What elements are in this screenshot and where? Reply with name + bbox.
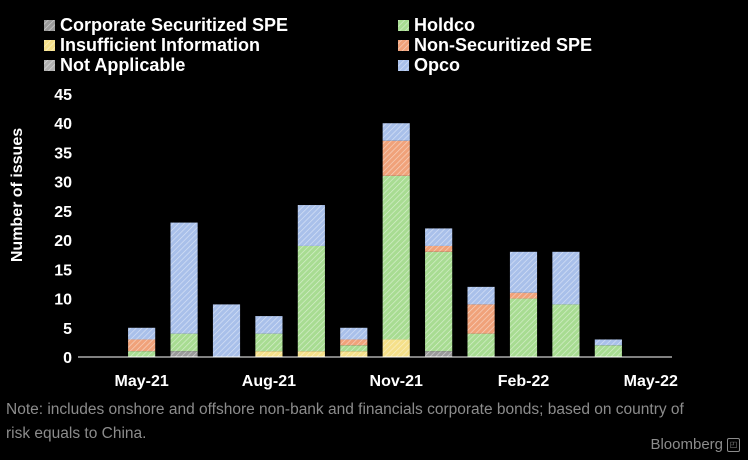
bar-holdco <box>509 298 538 357</box>
y-tick-label: 45 <box>54 87 72 104</box>
bar-holdco <box>594 345 622 357</box>
bar-non-securitized-spe <box>340 339 368 346</box>
bars <box>128 123 622 357</box>
legend-label-holdco: Holdco <box>414 15 475 35</box>
bar-holdco <box>255 333 283 352</box>
bar-opco <box>212 304 241 357</box>
bar-non-securitized-spe <box>425 245 453 252</box>
bar-insufficient-information <box>255 351 283 357</box>
bar-opco <box>552 251 580 305</box>
y-axis-title: Number of issues <box>9 128 26 262</box>
x-axis: May-21 Aug-21 Nov-21 Feb-22 May-22 <box>78 356 678 390</box>
legend-swatch-non-securitized-spe <box>398 40 409 51</box>
bar-opco <box>594 339 622 346</box>
legend-swatch-opco <box>398 60 409 71</box>
bar-non-securitized-spe <box>382 140 410 176</box>
y-tick-label: 40 <box>54 116 72 133</box>
legend-label-insufficient-information: Insufficient Information <box>60 35 260 55</box>
bar-corporate-securitized-spe <box>170 351 198 357</box>
legend-label-corporate-securitized-spe: Corporate Securitized SPE <box>60 15 288 35</box>
x-tick-label: May-21 <box>115 373 169 390</box>
bar-holdco <box>128 351 156 357</box>
legend-label-not-applicable: Not Applicable <box>60 55 185 75</box>
legend-swatch-corporate-securitized-spe <box>44 20 55 31</box>
legend-swatch-insufficient-information <box>44 40 55 51</box>
bar-holdco <box>467 333 495 357</box>
chart-note: Note: includes onshore and offshore non-… <box>6 401 684 442</box>
legend-swatch-not-applicable <box>44 60 55 71</box>
legend-swatch-holdco <box>398 20 409 31</box>
bar-holdco <box>552 304 580 357</box>
bar-opco <box>297 205 325 246</box>
bar-non-securitized-spe <box>509 292 538 299</box>
bar-holdco <box>340 345 368 352</box>
bar-opco <box>509 251 538 293</box>
brand-logo: Bloomberg ◰ <box>650 436 740 453</box>
x-tick-label: Aug-21 <box>242 373 296 390</box>
bar-opco <box>128 327 156 340</box>
bar-corporate-securitized-spe <box>425 351 453 357</box>
legend-label-non-securitized-spe: Non-Securitized SPE <box>414 35 592 55</box>
brand-icon: ◰ <box>727 437 740 452</box>
bar-insufficient-information <box>340 351 368 357</box>
bar-opco <box>170 222 198 334</box>
bar-holdco <box>297 245 325 352</box>
bar-opco <box>425 228 453 246</box>
bar-opco <box>382 123 410 141</box>
legend-label-opco: Opco <box>414 55 460 75</box>
y-tick-label: 20 <box>54 233 72 250</box>
bar-opco <box>467 286 495 305</box>
y-tick-label: 35 <box>54 145 72 162</box>
bar-holdco <box>382 175 410 340</box>
y-tick-label: 5 <box>63 321 72 338</box>
bar-holdco <box>425 251 453 352</box>
y-tick-label: 0 <box>63 350 72 367</box>
bar-holdco <box>170 333 198 352</box>
brand-name: Bloomberg <box>650 436 723 453</box>
x-tick-label: Nov-21 <box>370 373 423 390</box>
bar-opco <box>255 316 283 334</box>
bar-insufficient-information <box>297 351 325 357</box>
bar-non-securitized-spe <box>467 304 495 334</box>
y-axis: 0 5 10 15 20 25 30 35 40 45 <box>54 87 72 367</box>
y-tick-label: 25 <box>54 204 72 221</box>
y-tick-label: 30 <box>54 175 72 192</box>
bar-opco <box>340 327 368 340</box>
x-tick-label: Feb-22 <box>498 373 550 390</box>
x-tick-label: May-22 <box>624 373 678 390</box>
y-tick-label: 10 <box>54 292 72 309</box>
y-tick-label: 15 <box>54 262 72 279</box>
bar-non-securitized-spe <box>128 339 156 352</box>
bar-insufficient-information <box>382 339 410 357</box>
